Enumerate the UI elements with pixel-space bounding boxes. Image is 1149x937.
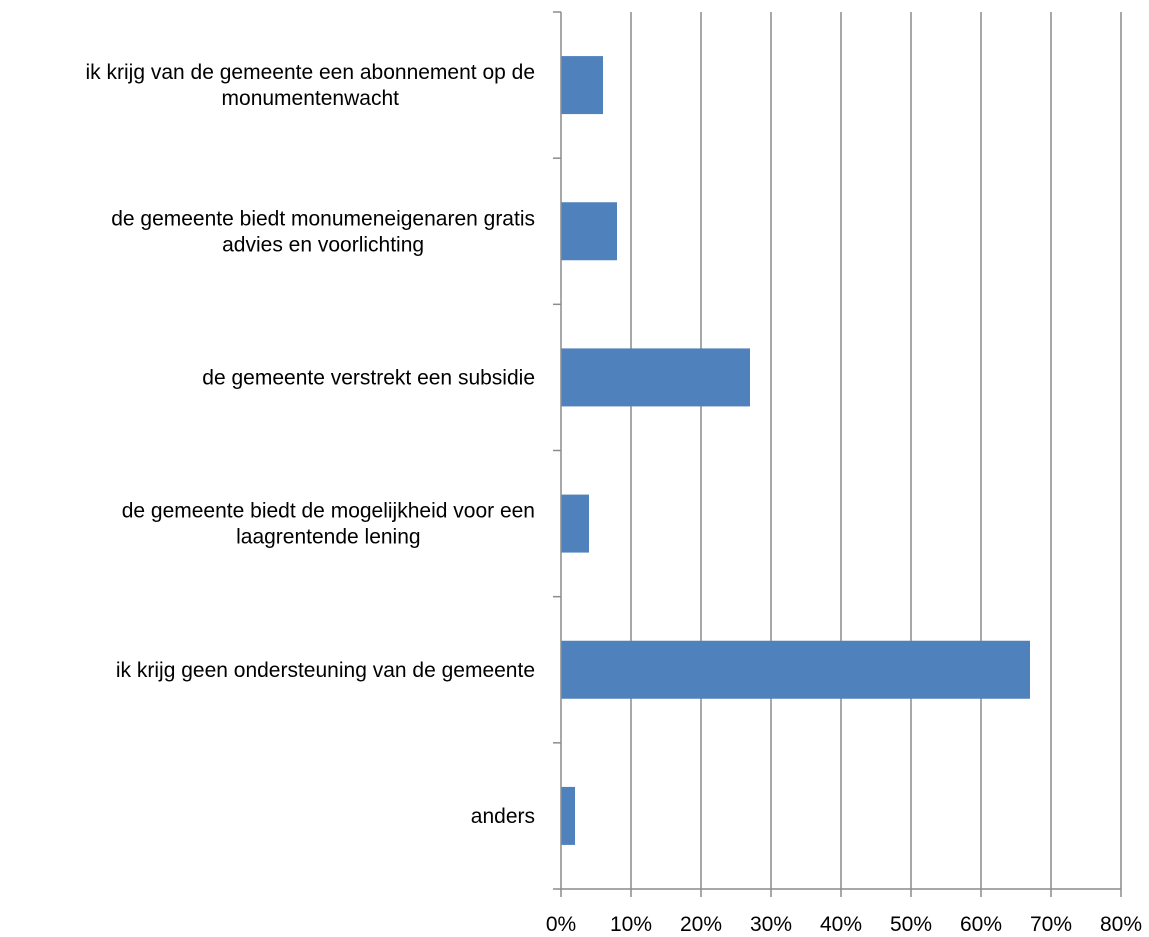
labels: 0% 10% 20% 30% 40% 50% 60% 70% 80% ik krijg van d… [86, 61, 1143, 936]
bar-4 [561, 641, 1030, 699]
category-label: monumentenwacht [222, 87, 400, 110]
x-tick-label: 70% [1030, 913, 1072, 936]
x-tick-label: 10% [610, 913, 652, 936]
x-tick-label: 40% [820, 913, 862, 936]
category-label: laagrentende lening [236, 526, 421, 549]
category-label: de gemeente biedt monumeneigenaren grati… [111, 207, 535, 230]
bar-3 [561, 495, 589, 553]
x-tick-label: 60% [960, 913, 1002, 936]
x-tick-label: 30% [750, 913, 792, 936]
gridlines [631, 12, 1121, 889]
category-label: advies en voorlichting [222, 233, 424, 256]
x-tick-label: 20% [680, 913, 722, 936]
category-label: anders [471, 805, 535, 828]
bar-2 [561, 348, 750, 406]
x-tick-label: 80% [1100, 913, 1142, 936]
category-label: de gemeente biedt de mogelijkheid voor e… [122, 500, 535, 523]
bar-5 [561, 787, 575, 845]
category-label: ik krijg geen ondersteuning van de gemee… [116, 659, 535, 682]
category-label: de gemeente verstrekt een subsidie [202, 366, 535, 389]
x-tick-label: 50% [890, 913, 932, 936]
axes [553, 12, 1121, 897]
bar-1 [561, 202, 617, 260]
bar-0 [561, 56, 603, 114]
category-label: ik krijg van de gemeente een abonnement … [86, 61, 535, 84]
x-tick-label: 0% [546, 913, 576, 936]
